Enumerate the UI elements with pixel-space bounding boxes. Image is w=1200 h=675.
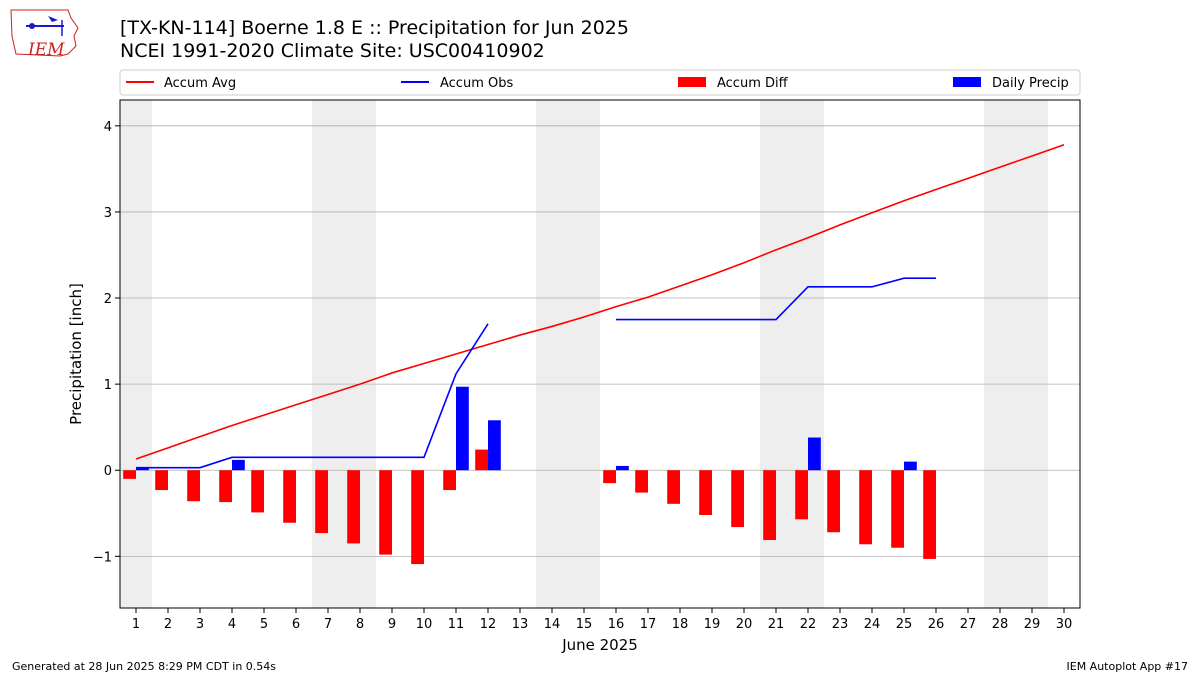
x-tick-label: 27 [960, 617, 977, 632]
weekend-band [536, 100, 600, 608]
x-tick-label: 5 [260, 617, 268, 632]
chart-subtitle: NCEI 1991-2020 Climate Site: USC00410902 [120, 40, 545, 62]
accum-diff-bar [379, 470, 392, 555]
y-tick-label: 1 [104, 378, 112, 393]
gridlines [120, 125, 1080, 557]
accum-diff-bar [667, 470, 680, 504]
accum-diff-bar [187, 470, 200, 502]
x-tick-label: 20 [736, 617, 753, 632]
accum-diff-bar [411, 470, 424, 565]
legend-box [119, 69, 1081, 96]
accum-obs-line [616, 277, 936, 321]
accum-diff-bar [123, 470, 136, 479]
accum-diff-bar [219, 470, 232, 503]
legend-label: Daily Precip [992, 76, 1069, 91]
x-tick-label: 25 [896, 617, 913, 632]
x-tick-label: 4 [228, 617, 236, 632]
legend-swatch-bar [678, 77, 706, 87]
accum-diff-bar [891, 470, 904, 548]
chart-title: [TX-KN-114] Boerne 1.8 E :: Precipitatio… [120, 17, 629, 39]
y-tick-label: 0 [104, 464, 112, 479]
x-tick-label: 23 [832, 617, 849, 632]
legend-label: Accum Obs [440, 76, 513, 91]
weekend-shading [120, 100, 1048, 608]
x-tick-label: 1 [132, 617, 140, 632]
x-tick-label: 28 [992, 617, 1009, 632]
daily-precip-bar [488, 420, 501, 471]
x-tick-label: 18 [672, 617, 689, 632]
x-tick-label: 26 [928, 617, 945, 632]
x-tick-label: 2 [164, 617, 172, 632]
plot-frame [119, 99, 1081, 609]
x-tick-label: 16 [608, 617, 625, 632]
accum-diff-bar [699, 470, 712, 516]
x-tick-label: 10 [416, 617, 433, 632]
x-tick-label: 9 [388, 617, 396, 632]
bars [123, 386, 936, 565]
y-tick-label: 2 [104, 292, 112, 307]
x-tick-label: 13 [512, 617, 529, 632]
x-tick-label: 17 [640, 617, 657, 632]
daily-precip-bar [232, 459, 245, 471]
daily-precip-bar [808, 437, 821, 471]
legend-label: Accum Avg [164, 76, 236, 91]
x-axis-label: June 2025 [561, 636, 638, 654]
daily-precip-bar [456, 386, 469, 471]
y-tick-label: 3 [104, 206, 112, 221]
accum-diff-bar [443, 470, 456, 491]
accum-diff-bar [859, 470, 872, 545]
x-tick-label: 19 [704, 617, 721, 632]
accum-diff-bar [827, 470, 840, 533]
x-tick-label: 7 [324, 617, 332, 632]
accum-diff-bar [283, 470, 296, 523]
y-tick-label: −1 [93, 550, 112, 565]
accum-diff-bar [923, 470, 936, 559]
x-tick-label: 12 [480, 617, 497, 632]
accum-diff-bar [603, 470, 616, 484]
x-tick-label: 11 [448, 617, 465, 632]
generated-timestamp: Generated at 28 Jun 2025 8:29 PM CDT in … [12, 660, 277, 673]
weekend-band [984, 100, 1048, 608]
accum-diff-bar [155, 470, 168, 491]
x-tick-label: 21 [768, 617, 785, 632]
accum-diff-bar [251, 470, 264, 513]
daily-precip-bar [136, 467, 149, 471]
accum-diff-bar [763, 470, 776, 540]
accum-diff-bar [795, 470, 808, 520]
x-tick-label: 6 [292, 617, 300, 632]
daily-precip-bar [904, 461, 917, 471]
x-tick-label: 8 [356, 617, 364, 632]
lines [135, 144, 1065, 469]
iem-logo: IEM [8, 6, 80, 60]
accum-obs-line [136, 323, 489, 469]
accum-diff-bar [475, 449, 488, 471]
legend-label: Accum Diff [717, 76, 789, 91]
weekend-band [120, 100, 152, 608]
legend-swatch-bar [953, 77, 981, 87]
accum-diff-bar [315, 470, 328, 534]
accum-diff-bar [347, 470, 360, 544]
daily-precip-bar [616, 465, 629, 471]
y-tick-label: 4 [104, 120, 112, 135]
x-tick-label: 14 [544, 617, 561, 632]
accum-diff-bar [731, 470, 744, 528]
iowa-map-icon [10, 9, 79, 57]
accum-avg-line [135, 144, 1065, 460]
x-tick-label: 15 [576, 617, 593, 632]
x-tick-label: 24 [864, 617, 881, 632]
accum-diff-bar [635, 470, 648, 493]
x-tick-label: 22 [800, 617, 817, 632]
legend: Accum Avg Accum Obs Accum Diff Daily Precip [119, 69, 1081, 96]
y-axis-label: Precipitation [inch] [67, 283, 85, 425]
x-tick-label: 29 [1024, 617, 1041, 632]
x-tick-label: 30 [1056, 617, 1073, 632]
x-tick-label: 3 [196, 617, 204, 632]
logo-text: IEM [28, 40, 65, 60]
app-credit: IEM Autoplot App #17 [1066, 660, 1189, 673]
